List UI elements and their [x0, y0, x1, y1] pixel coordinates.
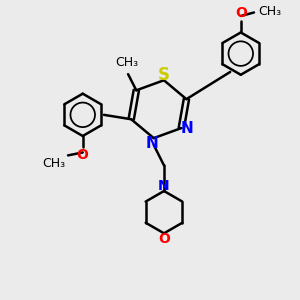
Text: S: S [158, 66, 170, 84]
Text: N: N [180, 121, 193, 136]
Text: CH₃: CH₃ [258, 4, 281, 17]
Text: O: O [236, 6, 247, 20]
Text: CH₃: CH₃ [115, 56, 138, 69]
Text: O: O [158, 232, 170, 246]
Text: O: O [76, 148, 88, 162]
Text: CH₃: CH₃ [42, 157, 65, 170]
Text: N: N [146, 136, 159, 151]
Text: N: N [158, 179, 170, 193]
